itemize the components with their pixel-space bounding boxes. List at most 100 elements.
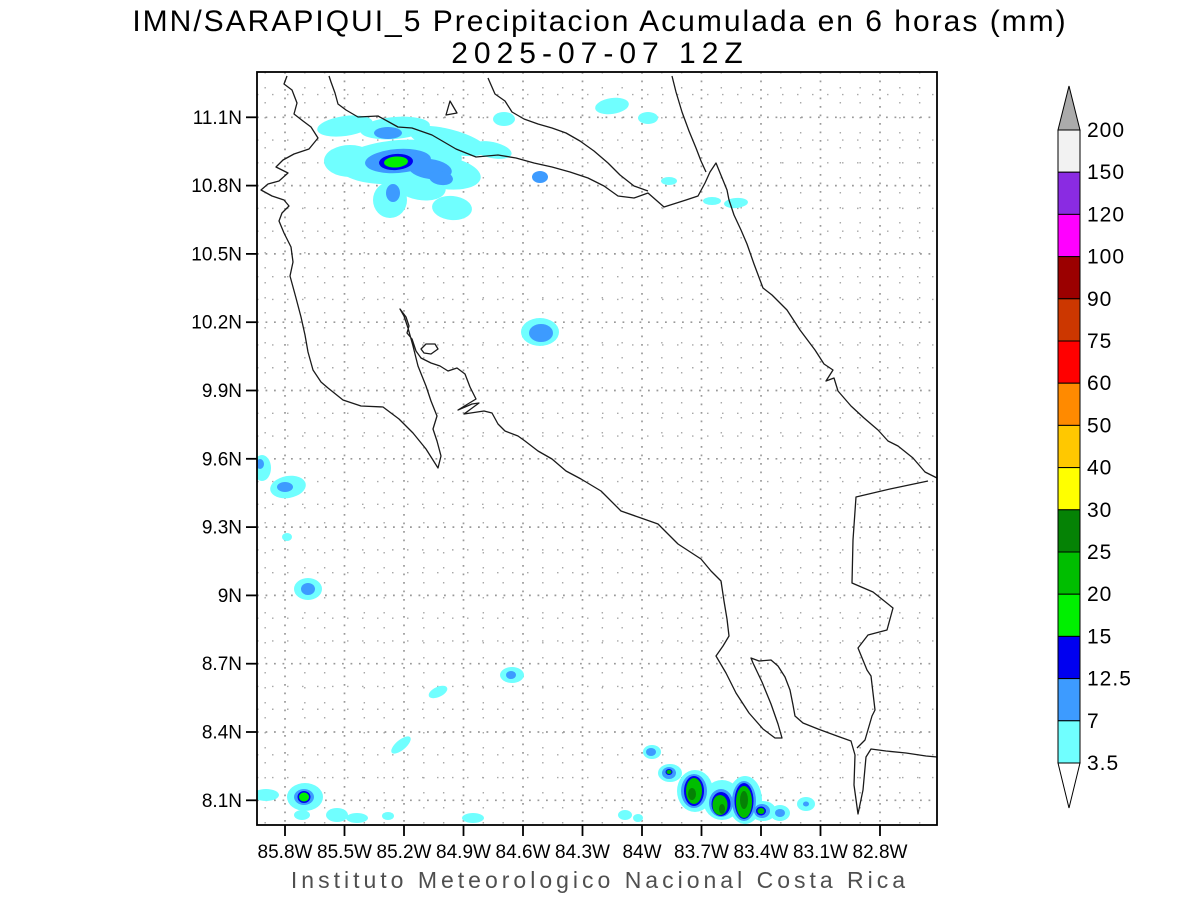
- precip-cell-cyan: [638, 112, 658, 124]
- colorbar-label: 30: [1087, 499, 1112, 522]
- precip-cell-green_dark: [740, 791, 748, 809]
- coastline-path: [260, 75, 938, 815]
- precip-cell-green_bright: [299, 792, 309, 802]
- colorbar-segment: [1057, 382, 1081, 426]
- precip-cell-green_bright: [384, 156, 408, 168]
- precip-cell-blue: [646, 748, 656, 756]
- precip-cell-green_mid: [757, 808, 765, 814]
- colorbar-label: 75: [1087, 330, 1112, 353]
- figure-subtitle-date: 2025-07-07 12Z: [451, 37, 749, 70]
- precip-cell-cyan: [618, 810, 632, 820]
- precip-cell-green_mid: [666, 770, 672, 774]
- precip-cell-cyan: [282, 533, 292, 541]
- precip-cell-cyan: [493, 112, 515, 126]
- precip-cell-cyan: [703, 197, 721, 205]
- x-tick-label: 85.5W: [317, 842, 372, 863]
- x-tick-label: 84.6W: [496, 842, 551, 863]
- precip-cell-cyan: [257, 789, 279, 801]
- map-frame: [256, 71, 938, 826]
- colorbar-label: 40: [1087, 457, 1112, 480]
- precip-cell-cyan: [428, 685, 448, 699]
- coastline-path: [671, 75, 707, 173]
- precip-cell-cyan: [324, 145, 376, 177]
- x-tick-label: 82.8W: [853, 842, 908, 863]
- coastlines-borders: [260, 75, 938, 815]
- y-tick-label: 11.1N: [193, 108, 242, 129]
- precipitation-shading: [257, 97, 815, 824]
- colorbar-arrow-bottom: [1057, 762, 1081, 809]
- precip-cell-cyan: [346, 813, 368, 823]
- precip-cell-cyan: [326, 808, 348, 822]
- precip-cell-blue: [301, 583, 315, 595]
- colorbar-segment: [1057, 298, 1081, 342]
- y-tick-label: 8.1N: [202, 791, 242, 812]
- y-tick-label: 10.8N: [191, 176, 242, 197]
- precip-cell-cyan: [462, 813, 484, 823]
- precip-cell-cyan: [432, 195, 472, 221]
- precip-cell-cyan: [595, 97, 629, 115]
- precip-cell-green_dark: [688, 788, 696, 800]
- y-tick-label: 10.5N: [191, 244, 242, 265]
- colorbar-segment: [1057, 720, 1081, 764]
- coastline-path: [487, 77, 649, 192]
- colorbar-label: 12.5: [1087, 668, 1132, 691]
- precip-cell-blue: [532, 171, 548, 183]
- precip-cell-blue: [529, 324, 553, 342]
- precip-cell-cyan: [472, 141, 512, 159]
- y-tick-label: 10.2N: [191, 313, 242, 334]
- precip-cell-cyan: [633, 814, 643, 822]
- coastline-path: [445, 100, 458, 116]
- x-tick-label: 85.8W: [258, 842, 313, 863]
- colorbar-segment: [1057, 424, 1081, 469]
- colorbar-label: 7: [1087, 710, 1100, 733]
- colorbar-segment: [1057, 171, 1081, 215]
- precip-cell-cyan: [724, 197, 748, 209]
- colorbar-label: 90: [1087, 288, 1112, 311]
- colorbar-label: 150: [1087, 161, 1125, 184]
- precip-cell-blue: [429, 170, 453, 186]
- y-tick-label: 9N: [218, 586, 242, 607]
- precip-cell-cyan: [294, 810, 310, 820]
- precip-cell-cyan: [391, 736, 411, 754]
- coastline-path: [328, 75, 938, 479]
- colorbar-segment: [1057, 593, 1081, 637]
- colorbar-label: 100: [1087, 246, 1125, 269]
- y-tick-label: 9.3N: [202, 518, 242, 539]
- axis-ticks-and-labels: 85.8W 85.5W 85.2W 84.9W 84.6W 84.3W 84W 83.7W 83…: [191, 108, 907, 863]
- colorbar-label: 60: [1087, 372, 1112, 395]
- colorbar-segment: [1057, 509, 1081, 553]
- colorbar-legend: 200 150 120 100 90 75 60 50 40 30 25 20 15 12.5 7 3.5: [1057, 85, 1132, 809]
- x-tick-label: 83.4W: [734, 842, 789, 863]
- colorbar-segment: [1057, 467, 1081, 511]
- colorbar-label: 20: [1087, 583, 1112, 606]
- x-tick-label: 83.7W: [674, 842, 729, 863]
- x-tick-label: 84W: [622, 842, 661, 863]
- figure-title: IMN/SARAPIQUI_5 Precipitacion Acumulada …: [132, 5, 1067, 38]
- coastline-path: [420, 343, 439, 355]
- colorbar-segment: [1057, 213, 1081, 258]
- y-tick-label: 8.7N: [202, 654, 242, 675]
- precip-cell-blue: [277, 482, 293, 492]
- x-tick-label: 84.9W: [436, 842, 491, 863]
- colorbar-segment: [1057, 340, 1081, 384]
- colorbar-label: 3.5: [1087, 752, 1119, 775]
- map-frame-border: [256, 71, 938, 826]
- precip-cell-cyan: [382, 812, 394, 820]
- colorbar-label: 25: [1087, 541, 1112, 564]
- colorbar-segment: [1057, 678, 1081, 722]
- colorbar-label: 15: [1087, 625, 1112, 648]
- coastline-path: [851, 480, 929, 749]
- colorbar-segment: [1057, 635, 1081, 680]
- colorbar-label: 200: [1087, 119, 1125, 142]
- grid-lines: [257, 72, 937, 825]
- precip-cell-blue: [506, 671, 516, 679]
- precip-cell-blue: [386, 184, 400, 202]
- y-tick-label: 9.6N: [202, 449, 242, 470]
- colorbar-segment: [1057, 129, 1081, 173]
- colorbar-segment: [1057, 256, 1081, 300]
- precip-cell-blue: [803, 801, 809, 807]
- footer-institution: Instituto Meteorologico Nacional Costa R…: [291, 867, 909, 893]
- precip-cell-green_dark: [719, 804, 725, 814]
